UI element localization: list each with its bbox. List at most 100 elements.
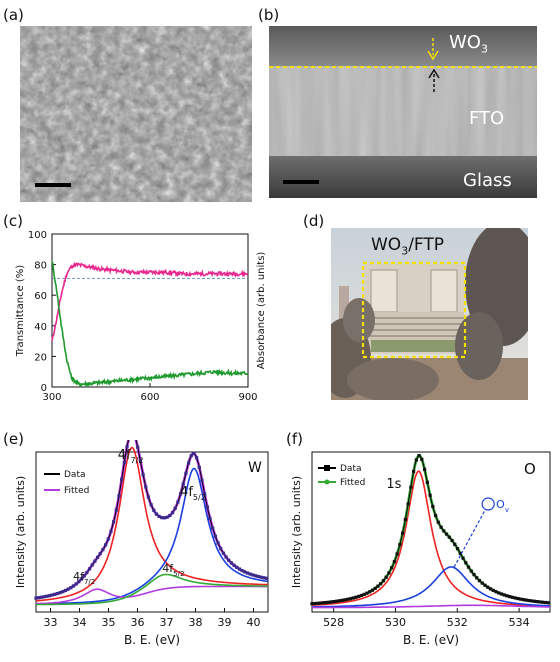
data-point [114,508,118,512]
y-tick-label: 0 [41,383,47,394]
x-tick-label: 40 [247,616,261,629]
y-tick-label: 80 [34,261,47,272]
data-point [343,598,347,602]
data-point [373,586,377,590]
data-point [259,575,263,579]
data-point [173,506,177,510]
data-point [315,601,320,605]
data-point [530,599,534,603]
data-point [390,566,394,570]
data-point [50,593,54,597]
data-point [439,525,443,529]
y-axis-label-right: Absorbance (arb. units) [256,252,267,370]
plot-frame [311,451,551,613]
fitted-envelope [35,440,269,600]
fit-component-4 [36,573,268,606]
data-point [521,598,526,602]
data-point [464,561,468,565]
data-point [409,485,413,489]
data-point [176,500,180,504]
data-point [71,584,76,588]
data-point [66,587,70,591]
peak-label-4f52-minor: 4f5/2 [162,562,184,578]
x-axis-label: B. E. (eV) [403,633,459,647]
x-tick-label: 534 [509,616,530,629]
data-point [508,595,512,599]
panel-d-letter: (d) [303,212,325,230]
data-point [211,526,215,530]
data-point [494,590,498,594]
panel-b-letter: (b) [258,6,280,24]
data-point [122,460,126,464]
data-point [436,520,440,524]
data-point [69,586,73,590]
legend-fitted-label: Fitted [64,486,89,496]
data-point [488,587,493,591]
data-point [340,598,344,602]
data-point [216,541,220,545]
data-point [219,546,223,551]
data-point [321,601,325,605]
sem-cross-section-image: WO3 FTO Glass [269,26,537,198]
legend-data-marker [324,465,330,471]
plot-frame [51,233,249,388]
y-axis-label: Intensity (arb. units) [14,476,27,588]
glass-label: Glass [463,170,512,191]
panel-f-letter: (f) [286,430,303,448]
data-point [502,593,506,597]
data-point [77,580,81,584]
wo3-label: WO3 [449,32,488,56]
legend-data-label: Data [340,464,362,474]
scale-bar [283,180,319,184]
data-point [245,571,250,575]
data-point [472,573,476,577]
data-point [398,542,402,547]
data-point [74,582,78,586]
data-point [335,599,339,603]
data-point [144,485,148,489]
data-point [109,529,113,534]
data-point [168,513,172,518]
y-tick-label: 100 [28,230,47,241]
data-point [541,600,545,604]
data-point [42,595,46,599]
data-point [420,457,424,461]
data-point [442,529,446,533]
data-point [157,514,161,518]
x-tick-label: 530 [385,616,406,629]
data-point [221,551,225,555]
fto-label: FTO [469,108,505,129]
fit-component-3 [312,604,550,609]
data-point [379,582,383,586]
data-point [447,535,451,539]
peak-label-4f72-minor: 4f7/2 [73,570,95,586]
x-tick-label: 39 [218,616,232,629]
data-line [35,440,269,599]
data-point [370,588,375,592]
data-point [362,592,366,597]
data-point [45,594,49,598]
y-axis-label: Transmittance (%) [15,265,26,357]
data-point [240,568,244,573]
data-point [93,559,97,563]
data-point [392,559,396,564]
data-point [125,445,129,449]
ov-leader [453,509,486,568]
data-point [197,465,201,470]
data-point [505,594,509,598]
data-point [178,492,183,496]
data-point [152,508,156,512]
data-point [412,469,416,474]
data-point [480,581,484,585]
data-point [264,576,268,580]
data-point [195,456,199,460]
data-point [63,588,68,593]
x-tick-label: 36 [131,616,145,629]
wo3-ftp-label: WO3/FTP [371,235,445,258]
data-point [403,517,407,522]
data-point [112,520,116,524]
data-point [34,596,38,600]
data-point [324,600,328,605]
data-point [351,596,355,600]
data-point [98,552,102,556]
